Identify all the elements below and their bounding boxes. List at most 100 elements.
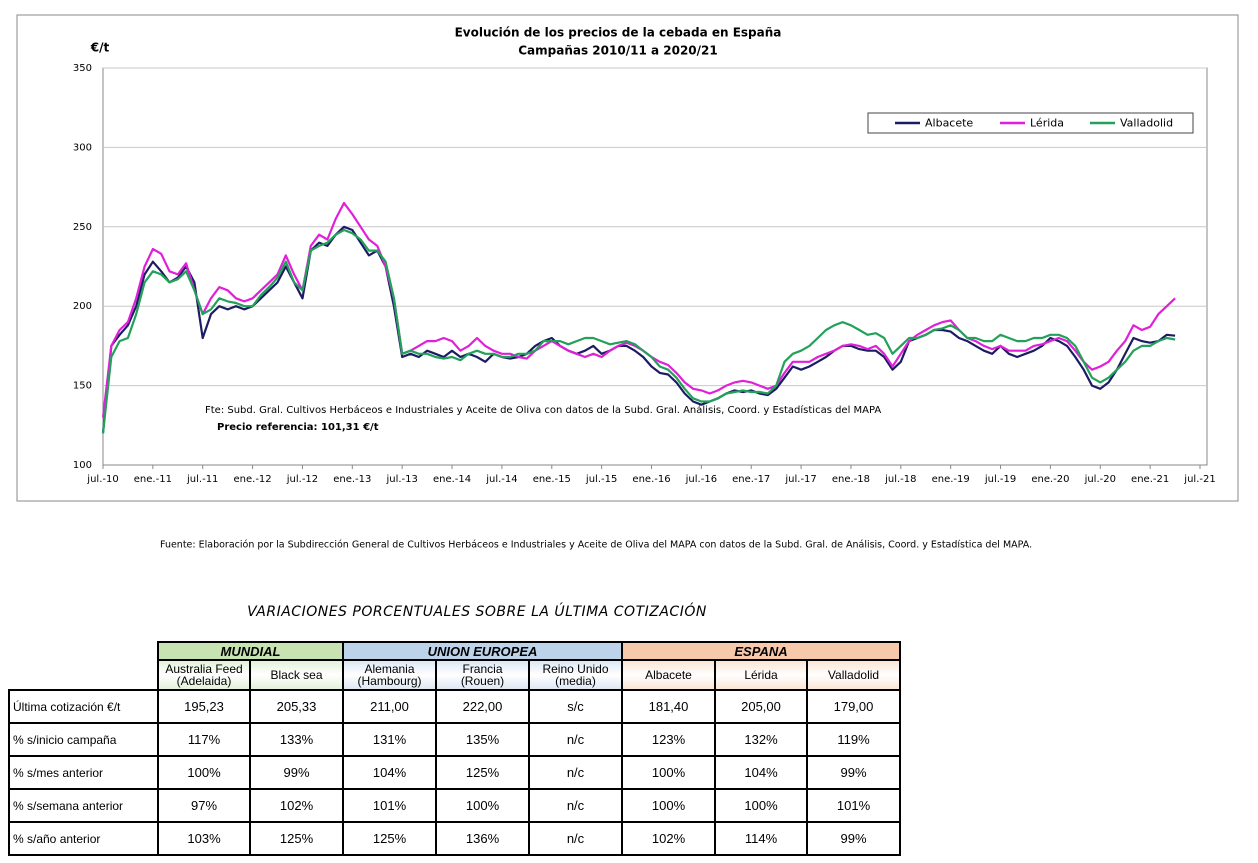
header-line: Alemania (364, 662, 415, 676)
cell: 125% (435, 755, 530, 790)
cell: 101% (806, 788, 901, 823)
header-line: (Hambourg) (357, 674, 422, 688)
header-line: Reino Unido (542, 662, 609, 676)
legend-label: Valladolid (1120, 117, 1173, 130)
y-tick-label: 350 (73, 63, 92, 74)
data-row: % s/semana anterior 97% 102% 101% 100% n/c 100… (8, 788, 901, 823)
cell: 114% (714, 821, 808, 856)
cell: 222,00 (435, 689, 530, 724)
header-line: (media) (555, 674, 596, 688)
cell: 100% (435, 788, 530, 823)
table: MUNDIAL UNION EUROPEA ESPANA Australia Feed… (8, 641, 901, 856)
cell: 99% (806, 755, 901, 790)
cell: 101% (342, 788, 437, 823)
data-row: % s/inicio campaña 117% 133% 131% 135% n/c 123… (8, 722, 901, 757)
cell: 195,23 (157, 689, 251, 724)
header-line: Lérida (744, 668, 778, 682)
x-tick-label: ene.-21 (1131, 474, 1169, 485)
group-header: MUNDIAL (157, 641, 344, 661)
x-tick-label: ene.-20 (1031, 474, 1069, 485)
cell: 117% (157, 722, 251, 757)
chart: Evolución de los precios de la cebada en… (16, 14, 1239, 551)
y-tick-label: 150 (73, 381, 92, 392)
cell: 211,00 (342, 689, 437, 724)
x-tick-label: jul.-18 (884, 474, 916, 485)
cell: 104% (342, 755, 437, 790)
x-tick-label: ene.-19 (932, 474, 970, 485)
column-header: Reino Unido (media) (528, 659, 623, 691)
column-header: Francia (Rouen) (435, 659, 530, 691)
x-tick-label: jul.-19 (984, 474, 1016, 485)
x-tick-label: ene.-12 (234, 474, 272, 485)
row-label: % s/inicio campaña (8, 722, 159, 757)
cell: 205,00 (714, 689, 808, 724)
x-tick-label: jul.-16 (685, 474, 717, 485)
cell: 100% (621, 788, 716, 823)
x-tick-label: jul.-11 (186, 474, 218, 485)
row-label: % s/mes anterior (8, 755, 159, 790)
y-tick-label: 100 (73, 460, 92, 471)
cell: 100% (621, 755, 716, 790)
footnote: Fuente: Elaboración por la Subdirección … (160, 540, 1032, 551)
blank (9, 660, 158, 690)
x-tick-label: jul.-20 (1084, 474, 1116, 485)
chart-frame (16, 14, 1239, 502)
row-label: % s/año anterior (8, 821, 159, 856)
cell: 102% (249, 788, 344, 823)
data-row: Última cotización €/t 195,23 205,33 211,00 2… (8, 689, 901, 724)
legend-label: Albacete (925, 117, 973, 130)
column-header: Alemania (Hambourg) (342, 659, 437, 691)
header-line: Valladolid (827, 668, 880, 682)
chart-subtitle: Campañas 2010/11 a 2020/21 (518, 44, 717, 58)
cell: 104% (714, 755, 808, 790)
cell: 100% (714, 788, 808, 823)
data-row: % s/año anterior 103% 125% 125% 136% n/c 102% 1… (8, 821, 901, 856)
header-line: Francia (462, 662, 503, 676)
group-header: ESPANA (621, 641, 901, 661)
cell: 102% (621, 821, 716, 856)
x-tick-label: jul.-15 (585, 474, 617, 485)
table-title: VARIACIONES PORCENTUALES SOBRE LA ÚLTIMA… (247, 604, 707, 620)
reference-price: Precio referencia: 101,31 €/t (217, 422, 379, 433)
y-tick-label: 250 (73, 222, 92, 233)
column-header: Australia Feed (Adelaida) (157, 659, 251, 691)
cell: 103% (157, 821, 251, 856)
x-tick-label: ene.-11 (134, 474, 172, 485)
series-line (101, 228, 1176, 434)
cell: n/c (528, 722, 623, 757)
y-tick-label: 200 (73, 301, 92, 312)
x-tick-label: jul.-21 (1183, 474, 1215, 485)
cell: n/c (528, 755, 623, 790)
x-tick-label: jul.-12 (286, 474, 318, 485)
group-row: MUNDIAL UNION EUROPEA ESPANA (9, 641, 901, 661)
cell: 131% (342, 722, 437, 757)
header-row: Australia Feed (Adelaida) Black sea Alemani… (9, 659, 901, 691)
x-tick-label: ene.-13 (333, 474, 371, 485)
x-tick-label: ene.-15 (533, 474, 571, 485)
column-header: Albacete (621, 659, 716, 691)
x-tick-label: ene.-16 (632, 474, 670, 485)
cell: s/c (528, 689, 623, 724)
cell: 99% (249, 755, 344, 790)
cell: 179,00 (806, 689, 901, 724)
cell: 135% (435, 722, 530, 757)
cell: n/c (528, 788, 623, 823)
cell: 136% (435, 821, 530, 856)
header-line: (Rouen) (460, 674, 505, 688)
x-tick-label: ene.-18 (832, 474, 870, 485)
cell: 125% (249, 821, 344, 856)
header-line: Albacete (645, 668, 692, 682)
series-line (101, 225, 1176, 434)
row-label: % s/semana anterior (8, 788, 159, 823)
cell: 119% (806, 722, 901, 757)
x-tick-label: ene.-14 (433, 474, 471, 485)
chart-title: Evolución de los precios de la cebada en… (455, 26, 782, 40)
cell: 125% (342, 821, 437, 856)
x-tick-label: jul.-17 (784, 474, 816, 485)
x-tick-label: ene.-17 (732, 474, 770, 485)
cell: 97% (157, 788, 251, 823)
column-header: Lérida (714, 659, 808, 691)
y-tick-label: 300 (73, 142, 92, 153)
group-header: UNION EUROPEA (342, 641, 623, 661)
